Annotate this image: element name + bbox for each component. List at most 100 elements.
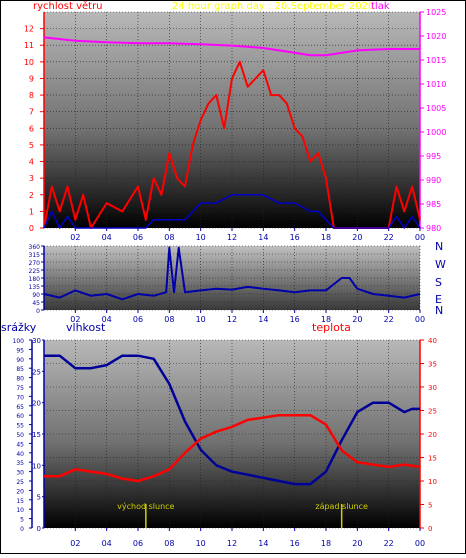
temp-y-tick-10: 10 xyxy=(428,478,437,486)
compass-e: E xyxy=(435,293,442,306)
wind-y-tick-11: 11 xyxy=(24,41,34,50)
wind-x-tick-06: 06 xyxy=(133,233,143,242)
rain-y-tick-85: 85 xyxy=(16,366,24,373)
wind-y-tick-1: 1 xyxy=(29,207,34,216)
dir-x-tick-08: 08 xyxy=(164,315,174,324)
temp-y-tick-30: 30 xyxy=(428,384,437,392)
wind-x-tick-04: 04 xyxy=(102,233,112,242)
rain-humidity-temp-axes: 0510152025303540455055606570758085909510… xyxy=(13,337,437,548)
dir-y-tick-135: 135 xyxy=(29,284,41,291)
wind-x-tick-12: 12 xyxy=(227,233,237,242)
wind-y-tick-5: 5 xyxy=(29,141,34,150)
temp-x-tick-22: 22 xyxy=(384,539,394,548)
dir-x-tick-14: 14 xyxy=(258,315,268,324)
temp-y-tick-35: 35 xyxy=(428,361,437,369)
dir-x-tick-12: 12 xyxy=(227,315,237,324)
chart-title: 24 hour graph day : 20.September 2020 xyxy=(172,1,374,12)
humidity-y-tick-20: 20 xyxy=(32,400,41,408)
wind-average-line xyxy=(43,194,421,229)
temp-y-tick-5: 5 xyxy=(428,502,432,510)
pressure-axis-title: tlak xyxy=(371,1,390,12)
wind-x-tick-02: 02 xyxy=(70,233,80,242)
compass-s: S xyxy=(435,276,442,289)
rain-y-tick-90: 90 xyxy=(16,357,24,364)
rain-y-tick-30: 30 xyxy=(16,470,24,477)
dir-x-tick-00: 00 xyxy=(415,315,425,324)
humidity-y-tick-25: 25 xyxy=(32,368,41,376)
humidity-y-tick-30: 30 xyxy=(32,337,41,345)
temp-y-tick-25: 25 xyxy=(428,408,437,416)
dir-y-tick-360: 360 xyxy=(29,244,41,251)
humidity-y-tick-5: 5 xyxy=(37,494,41,502)
wind-x-tick-10: 10 xyxy=(196,233,206,242)
dir-x-tick-04: 04 xyxy=(102,315,112,324)
sunrise-label: východ slunce xyxy=(117,502,174,511)
rain-y-tick-10: 10 xyxy=(16,507,24,514)
wind-y-tick-10: 10 xyxy=(24,58,34,67)
wind-x-tick-08: 08 xyxy=(164,233,174,242)
sunset-label: západ slunce xyxy=(315,502,368,511)
compass-w: W xyxy=(435,258,446,271)
rain-y-tick-15: 15 xyxy=(16,498,24,505)
rain-y-tick-35: 35 xyxy=(16,460,24,467)
wind-y-tick-8: 8 xyxy=(29,91,34,100)
temp-x-tick-04: 04 xyxy=(102,539,112,548)
temp-x-tick-00: 00 xyxy=(415,539,425,548)
wind-y-tick-2: 2 xyxy=(29,191,34,200)
wind-axis-title: rychlost větru xyxy=(33,0,103,12)
wind-x-tick-22: 22 xyxy=(384,233,394,242)
pressure-y-tick-990: 990 xyxy=(426,176,441,185)
rain-y-tick-75: 75 xyxy=(16,385,24,392)
sun-markers: východ slunce západ slunce xyxy=(117,502,368,528)
rain-y-tick-70: 70 xyxy=(16,394,24,401)
dir-x-tick-16: 16 xyxy=(290,315,300,324)
dir-y-tick-45: 45 xyxy=(32,300,40,307)
temp-x-tick-08: 08 xyxy=(164,539,174,548)
wind-x-tick-18: 18 xyxy=(321,233,331,242)
rain-y-tick-5: 5 xyxy=(20,517,24,524)
wind-y-tick-0: 0 xyxy=(29,224,34,233)
temp-x-tick-14: 14 xyxy=(258,539,268,548)
wind-y-tick-4: 4 xyxy=(29,158,34,167)
pressure-y-tick-1020: 1020 xyxy=(426,32,446,41)
rain-axis-title: srážky xyxy=(1,321,37,334)
compass-n-top: N xyxy=(435,240,443,253)
rain-y-tick-20: 20 xyxy=(16,488,24,495)
temp-x-tick-02: 02 xyxy=(70,539,80,548)
pressure-y-tick-1025: 1025 xyxy=(426,8,446,17)
temp-x-tick-06: 06 xyxy=(133,539,143,548)
rain-y-tick-40: 40 xyxy=(16,451,24,458)
pressure-y-tick-985: 985 xyxy=(426,200,441,209)
dir-y-tick-270: 270 xyxy=(29,260,41,267)
rain-y-tick-55: 55 xyxy=(16,423,24,430)
temp-y-tick-0: 0 xyxy=(428,525,432,533)
rain-y-tick-50: 50 xyxy=(16,432,24,439)
temp-x-tick-10: 10 xyxy=(196,539,206,548)
pressure-line xyxy=(43,36,420,57)
wind-y-tick-6: 6 xyxy=(29,124,34,133)
compass-labels: N W S E N xyxy=(435,240,446,317)
wind-y-tick-7: 7 xyxy=(29,108,34,117)
pressure-y-tick-1015: 1015 xyxy=(426,56,446,65)
rain-y-tick-95: 95 xyxy=(16,347,24,354)
wind-y-tick-9: 9 xyxy=(29,74,34,83)
dir-y-tick-180: 180 xyxy=(29,276,41,283)
wind-direction-line xyxy=(43,246,421,301)
wind-pressure-series xyxy=(43,36,421,229)
temp-y-tick-40: 40 xyxy=(428,337,437,345)
rain-y-tick-0: 0 xyxy=(20,526,24,533)
dir-y-tick-0: 0 xyxy=(36,308,40,315)
rain-y-tick-60: 60 xyxy=(16,413,24,420)
dir-x-tick-22: 22 xyxy=(384,315,394,324)
rain-y-tick-80: 80 xyxy=(16,376,24,383)
dir-y-tick-315: 315 xyxy=(29,252,41,259)
wind-x-tick-16: 16 xyxy=(290,233,300,242)
dir-x-tick-10: 10 xyxy=(196,315,206,324)
humidity-axis-title: vlhkost xyxy=(66,321,106,334)
dir-x-tick-06: 06 xyxy=(133,315,143,324)
wind-y-tick-12: 12 xyxy=(24,25,34,34)
humidity-temp-series xyxy=(44,354,421,486)
wind-direction-series xyxy=(43,246,421,301)
